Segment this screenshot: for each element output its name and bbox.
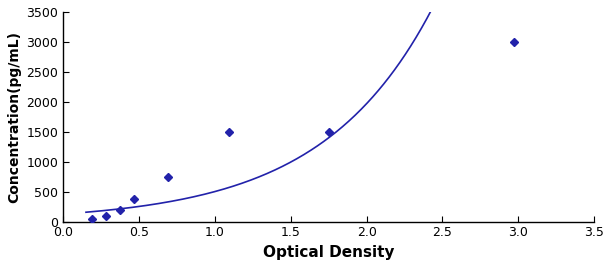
X-axis label: Optical Density: Optical Density [263,245,395,260]
Y-axis label: Concentration(pg/mL): Concentration(pg/mL) [7,31,21,203]
